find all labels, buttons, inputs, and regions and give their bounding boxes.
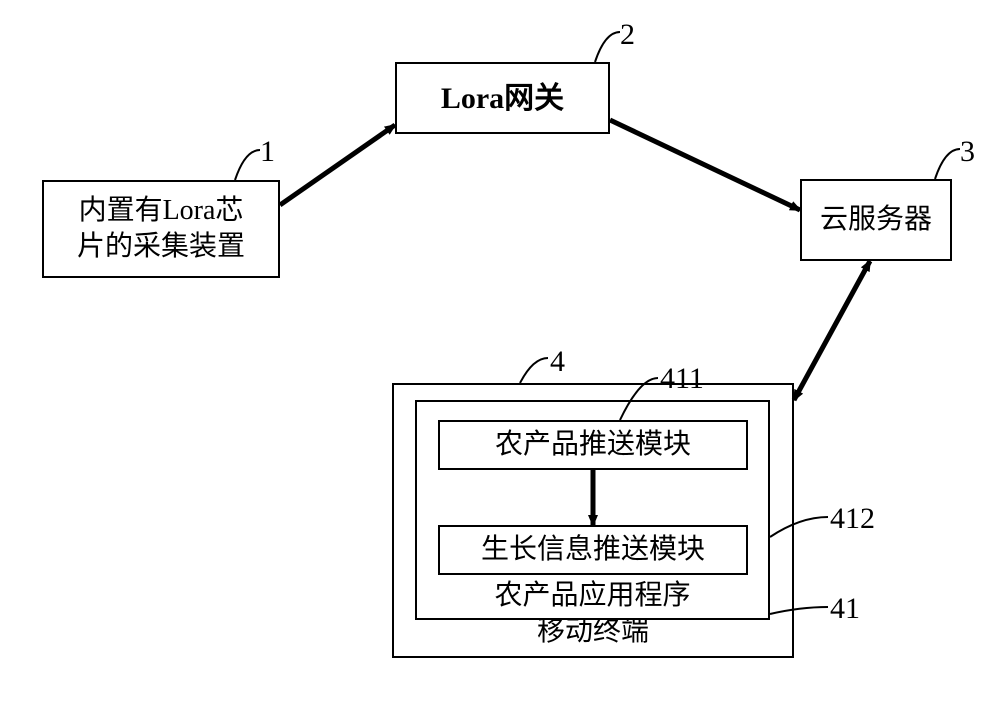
arrow-cloud-terminal	[794, 261, 870, 400]
arrow-gateway-cloud	[610, 120, 800, 210]
node-cloud: 云服务器	[800, 179, 952, 261]
node-gateway-text: Lora网关	[441, 79, 564, 118]
label-411: 411	[660, 362, 704, 396]
node-growth-module: 生长信息推送模块	[438, 525, 748, 575]
node-gateway: Lora网关	[395, 62, 610, 134]
node-push-module: 农产品推送模块	[438, 420, 748, 470]
label-3: 3	[960, 135, 975, 169]
node-push-module-text: 农产品推送模块	[495, 427, 691, 463]
label-2: 2	[620, 18, 635, 52]
arrow-collector-gateway	[280, 125, 395, 205]
leader-3	[935, 149, 960, 179]
node-growth-module-text: 生长信息推送模块	[481, 532, 705, 568]
node-app-text: 农产品应用程序	[494, 578, 690, 614]
label-41: 41	[830, 592, 860, 626]
node-cloud-text: 云服务器	[820, 202, 932, 238]
leader-4	[520, 358, 548, 383]
node-collector: 内置有Lora芯 片的采集装置	[42, 180, 280, 278]
node-collector-text: 内置有Lora芯 片的采集装置	[77, 193, 245, 266]
label-1: 1	[260, 135, 275, 169]
leader-2	[595, 32, 620, 62]
leader-1	[235, 150, 260, 180]
label-4: 4	[550, 345, 565, 379]
label-412: 412	[830, 502, 875, 536]
